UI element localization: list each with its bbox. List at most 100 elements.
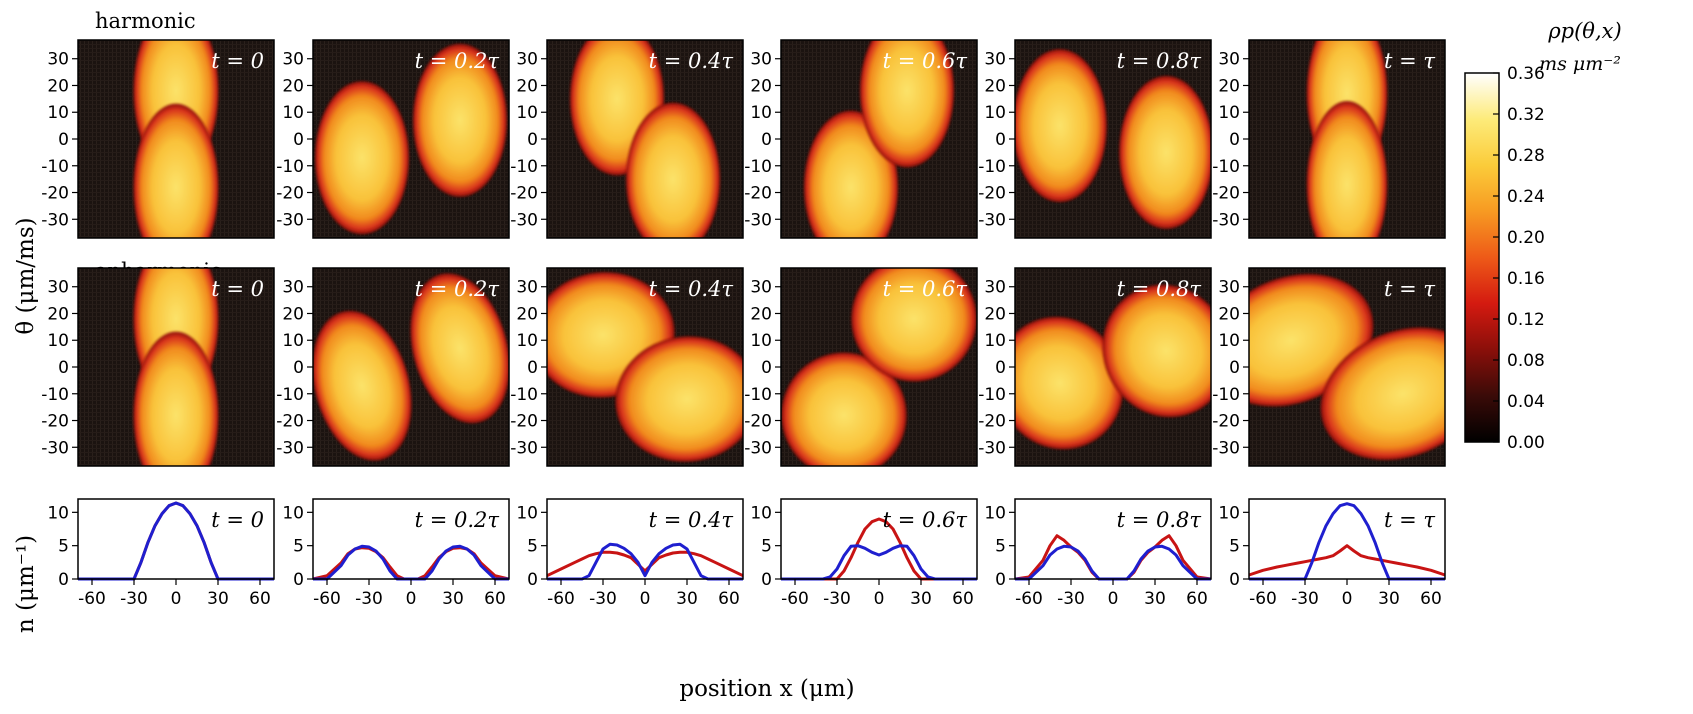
y-tick-label: 10 — [984, 503, 1006, 523]
y-tick-label: 20 — [516, 76, 538, 96]
density-y-axis-label: n (μm⁻¹) — [13, 535, 39, 633]
y-tick-label: 20 — [1218, 304, 1240, 324]
y-tick-label: 0 — [293, 358, 304, 378]
x-tick-label: 30 — [442, 589, 464, 609]
time-label: t = 0.6τ — [883, 49, 968, 73]
colorbar-tick-label: 0.28 — [1507, 146, 1545, 166]
colorbar-tick-label: 0.16 — [1507, 269, 1545, 289]
y-tick-label: 20 — [984, 304, 1006, 324]
y-tick-label: 5 — [527, 537, 538, 557]
y-tick-label: -30 — [978, 210, 1006, 230]
phase-space-cloud — [625, 102, 721, 238]
y-tick-label: -20 — [276, 412, 304, 432]
x-tick-label: 0 — [640, 589, 651, 609]
y-tick-label: 30 — [984, 50, 1006, 70]
y-tick-label: 30 — [47, 50, 69, 70]
x-tick-label: 0 — [171, 589, 182, 609]
y-tick-label: 20 — [282, 76, 304, 96]
y-tick-label: 10 — [282, 103, 304, 123]
time-label: t = 0 — [211, 277, 264, 301]
phase-space-cloud — [313, 310, 412, 461]
x-tick-label: -60 — [547, 589, 575, 609]
phase-space-cloud — [1306, 101, 1388, 238]
y-tick-label: 30 — [516, 278, 538, 298]
density-curve-blue — [547, 542, 743, 581]
phase-space-cloud — [412, 43, 508, 197]
y-tick-label: 5 — [58, 537, 69, 557]
density-background — [781, 499, 977, 579]
x-tick-label: 30 — [676, 589, 698, 609]
y-tick-label: -20 — [978, 184, 1006, 204]
y-tick-label: 20 — [750, 304, 772, 324]
density-panel: 0 5 10 -60 -30 0 30 60 t = 0.6τ — [750, 498, 978, 609]
y-tick-label: 20 — [516, 304, 538, 324]
y-tick-label: 30 — [282, 50, 304, 70]
y-tick-label: 30 — [750, 50, 772, 70]
y-tick-label: 10 — [282, 503, 304, 523]
density-background — [78, 499, 274, 579]
y-tick-label: -20 — [978, 412, 1006, 432]
heatmap-panel: 30 20 10 0 -10 -20 -30 t = 0.4τ — [510, 39, 744, 239]
x-tick-label: 60 — [484, 589, 506, 609]
y-tick-label: 10 — [282, 331, 304, 351]
y-tick-label: 20 — [47, 304, 69, 324]
y-tick-label: 0 — [293, 130, 304, 150]
y-tick-label: 0 — [1229, 570, 1240, 590]
colorbar-tick-label: 0.00 — [1507, 433, 1545, 453]
heatmap-panel: 30 20 10 0 -10 -20 -30 t = 0.6τ — [744, 267, 978, 467]
heatmap-panel: 30 20 10 0 -10 -20 -30 t = τ — [1212, 39, 1446, 239]
phase-space-cloud — [859, 40, 955, 168]
x-tick-label: -60 — [1015, 589, 1043, 609]
y-tick-label: 30 — [282, 278, 304, 298]
phase-space-cloud — [1320, 327, 1445, 460]
y-tick-label: -10 — [276, 385, 304, 405]
y-tick-label: -20 — [1212, 184, 1240, 204]
y-tick-label: 10 — [516, 331, 538, 351]
phase-space-cloud — [1015, 49, 1107, 203]
time-label: t = 0.2τ — [415, 508, 500, 532]
x-tick-label: 60 — [249, 589, 271, 609]
y-tick-label: -10 — [510, 385, 538, 405]
y-tick-label: -10 — [41, 385, 69, 405]
y-tick-label: 0 — [995, 358, 1006, 378]
y-tick-label: -10 — [744, 385, 772, 405]
x-tick-label: -30 — [355, 589, 383, 609]
heatmap-panel: 30 20 10 0 -10 -20 -30 t = 0 — [41, 267, 275, 467]
phase-space-cloud — [1015, 316, 1124, 450]
y-tick-label: -30 — [510, 438, 538, 458]
x-tick-label: -30 — [120, 589, 148, 609]
y-tick-label: -30 — [1212, 438, 1240, 458]
y-tick-label: -30 — [41, 438, 69, 458]
y-tick-label: -20 — [744, 184, 772, 204]
x-tick-label: 30 — [207, 589, 229, 609]
x-axis-label: position x (μm) — [679, 676, 854, 702]
colorbar-tick-label: 0.12 — [1507, 310, 1545, 330]
y-tick-label: 5 — [995, 537, 1006, 557]
colorbar-label: ρp(θ,x) — [1547, 19, 1621, 43]
y-tick-label: -30 — [276, 438, 304, 458]
density-panel: 0 5 10 -60 -30 0 30 60 t = 0.2τ — [282, 498, 510, 609]
y-tick-label: 0 — [58, 358, 69, 378]
colorbar-tick-label: 0.08 — [1507, 351, 1545, 371]
heatmap-y-axis-label: θ (μm/ms) — [13, 217, 39, 334]
y-tick-label: 0 — [995, 130, 1006, 150]
y-tick-label: 10 — [1218, 331, 1240, 351]
density-curve-red — [546, 550, 744, 578]
heatmap-panel: 30 20 10 0 -10 -20 -30 t = 0.4τ — [510, 267, 744, 467]
colorbar-gradient — [1464, 72, 1500, 443]
y-tick-label: -10 — [744, 157, 772, 177]
density-panel: 0 5 10 -60 -30 0 30 60 t = 0.8τ — [984, 498, 1212, 609]
y-tick-label: 20 — [47, 76, 69, 96]
y-tick-label: 0 — [527, 570, 538, 590]
time-label: t = 0.8τ — [1117, 508, 1202, 532]
y-tick-label: -30 — [1212, 210, 1240, 230]
density-curve-red — [1248, 544, 1446, 577]
y-tick-label: 10 — [516, 503, 538, 523]
y-tick-label: 0 — [1229, 358, 1240, 378]
time-label: t = 0.4τ — [649, 49, 734, 73]
y-tick-label: -30 — [744, 438, 772, 458]
y-tick-label: 30 — [47, 278, 69, 298]
heatmap-panel: 30 20 10 0 -10 -20 -30 t = 0.6τ — [744, 39, 978, 239]
y-tick-label: 0 — [761, 358, 772, 378]
